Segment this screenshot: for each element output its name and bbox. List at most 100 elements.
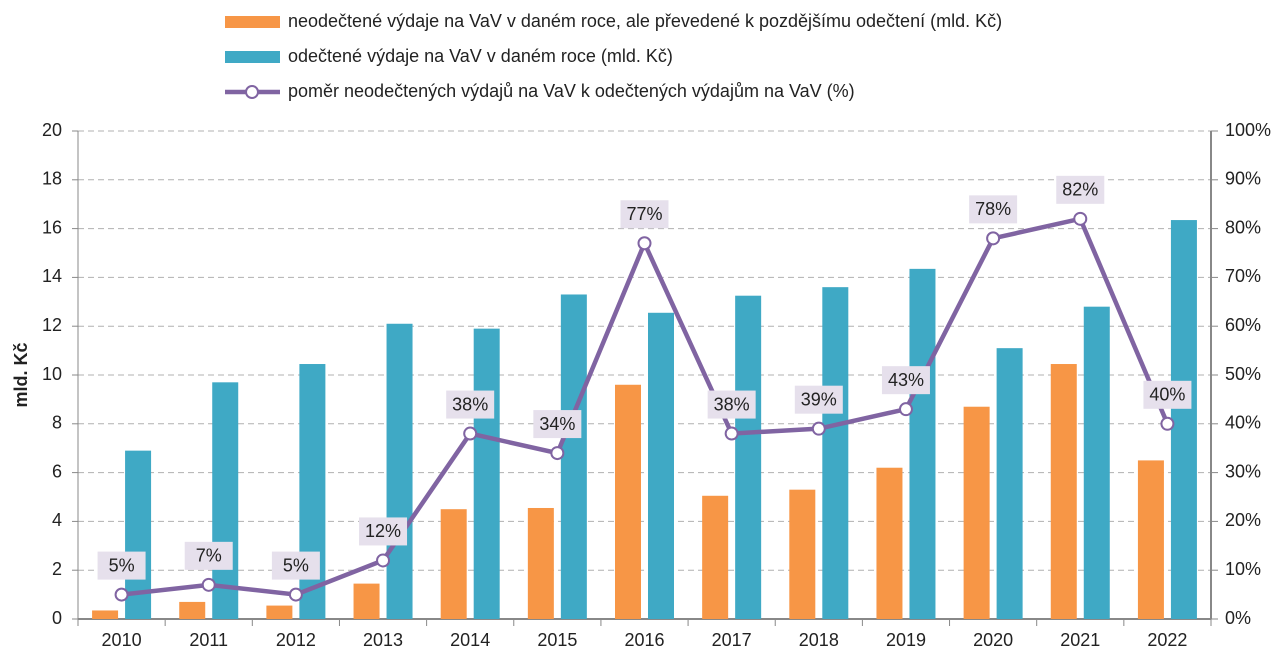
line-point [898,402,913,417]
y-tick-label: 4 [52,510,62,530]
y2-tick-label: 60% [1225,315,1261,335]
x-tick-label: 2011 [189,630,228,650]
legend-swatch [225,51,280,63]
y-tick-label: 10 [42,364,62,384]
y2-tick-label: 50% [1225,364,1261,384]
data-label-box [533,410,582,439]
bar [560,294,587,619]
line-point [288,587,303,602]
data-label: 34% [539,414,575,434]
bar [615,384,641,619]
data-label-box [794,385,843,414]
data-label-box [97,551,146,580]
x-tick-label: 2020 [973,630,1013,650]
data-label-box [881,366,930,395]
data-label: 40% [1149,385,1185,405]
line-point [1073,211,1088,226]
data-label-box [620,200,669,229]
data-label-box [1056,175,1105,204]
y2-tick-label: 40% [1225,413,1261,433]
line-point [376,553,391,568]
y-tick-label: 8 [52,413,62,433]
bar [179,601,206,619]
line-point [114,587,129,602]
legend-swatch [245,85,259,99]
data-label: 39% [801,389,837,409]
data-label: 43% [888,370,924,390]
bar [299,364,326,619]
bar [1170,220,1197,619]
y-tick-label: 12 [42,315,62,335]
data-label: 7% [196,546,222,566]
legend-label: poměr neodečtených výdajů na VaV k odečt… [288,81,855,101]
x-tick-label: 2022 [1147,630,1187,650]
y2-tick-label: 100% [1225,120,1271,140]
bar [702,495,729,619]
bar [735,295,762,619]
bar [92,610,119,619]
y-axis-label: mld. Kč [11,342,31,407]
bar [996,348,1023,619]
bar [1137,460,1164,619]
x-tick-label: 2012 [276,630,316,650]
bar [876,467,903,619]
bar [909,268,936,619]
y-tick-label: 20 [42,120,62,140]
line-point [1160,416,1175,431]
data-label-box [359,517,408,546]
y-tick-label: 6 [52,461,62,481]
data-label: 78% [975,199,1011,219]
data-label: 5% [283,555,309,575]
line-point [811,421,826,436]
bar [353,583,380,619]
legend-label: neodečtené výdaje na VaV v daném roce, a… [288,11,1002,31]
bar [648,312,674,619]
y2-tick-label: 70% [1225,266,1261,286]
data-label: 38% [452,394,488,414]
x-tick-label: 2017 [712,630,752,650]
line-point [201,577,216,592]
y2-tick-label: 30% [1225,461,1261,481]
x-tick-label: 2019 [886,630,926,650]
bar [1050,364,1077,619]
bar [386,323,413,619]
data-label-box [271,551,320,580]
bar [822,287,849,619]
bar [473,328,500,619]
legend-swatch [225,16,280,28]
x-tick-label: 2013 [363,630,403,650]
data-label: 77% [626,204,662,224]
y-tick-label: 18 [42,169,62,189]
y-tick-label: 14 [42,266,62,286]
data-label-box [446,390,495,419]
data-label-box [707,390,756,419]
data-label: 12% [365,521,401,541]
x-tick-label: 2016 [624,630,664,650]
bar [266,605,293,619]
bar [1083,306,1110,619]
bar [212,382,239,619]
line-point [724,426,739,441]
line-point [637,236,652,251]
line-point [550,446,565,461]
y2-tick-label: 0% [1225,608,1251,628]
legend-label: odečtené výdaje na VaV v daném roce (mld… [288,46,673,66]
data-label: 82% [1062,180,1098,200]
bar [789,489,816,619]
x-tick-label: 2015 [537,630,577,650]
y2-tick-label: 20% [1225,510,1261,530]
x-tick-label: 2010 [102,630,142,650]
data-label-box [969,195,1018,224]
data-label-box [184,541,233,570]
y-tick-label: 16 [42,217,62,237]
data-label: 5% [109,555,135,575]
y-tick-label: 2 [52,559,62,579]
line-point [986,231,1001,246]
y-tick-label: 0 [52,608,62,628]
bar [527,507,554,619]
y2-tick-label: 10% [1225,559,1261,579]
x-tick-label: 2018 [799,630,839,650]
bar [440,509,467,619]
line-point [463,426,478,441]
